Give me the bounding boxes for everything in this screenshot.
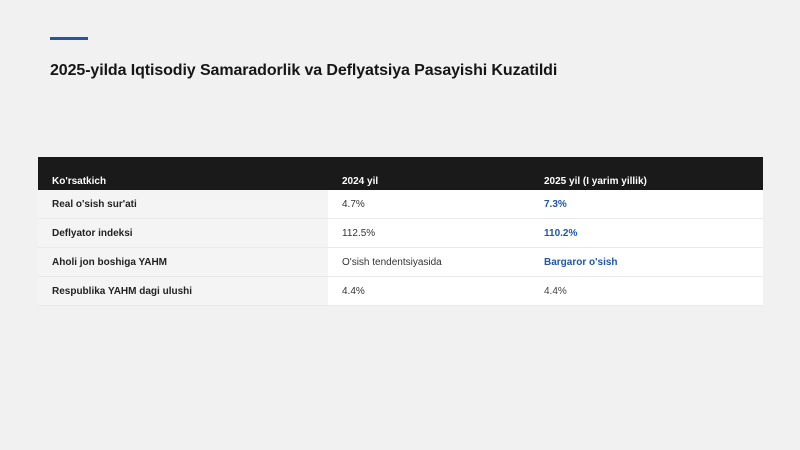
title-accent-bar <box>50 37 88 40</box>
table-body: Real o'sish sur'ati 4.7% 7.3% Deflyator … <box>38 190 763 306</box>
header-2024: 2024 yil <box>342 176 379 187</box>
row-label: Real o'sish sur'ati <box>38 190 328 219</box>
row-label: Deflyator indeksi <box>38 218 328 248</box>
value-2024: 112.5% <box>328 218 528 248</box>
row-label: Aholi jon boshiga YAHM <box>38 247 328 277</box>
value-2024: O'sish tendentsiyasida <box>328 247 528 277</box>
value-2024: 4.4% <box>328 276 528 306</box>
value-2024: 4.7% <box>328 190 528 219</box>
value-2025: 110.2% <box>528 218 763 248</box>
table-row: Real o'sish sur'ati 4.7% 7.3% <box>38 190 763 219</box>
header-2025: 2025 yil (I yarim yillik) <box>544 176 647 187</box>
header-indicator: Ko'rsatkich <box>52 176 107 187</box>
value-2025: 7.3% <box>528 190 763 219</box>
page-title: 2025-yilda Iqtisodiy Samaradorlik va Def… <box>50 62 558 79</box>
table-row: Deflyator indeksi 112.5% 110.2% <box>38 218 763 248</box>
row-label: Respublika YAHM dagi ulushi <box>38 276 328 306</box>
indicators-table: Ko'rsatkich 2024 yil 2025 yil (I yarim y… <box>38 157 763 306</box>
value-2025: Bargaror o'sish <box>528 247 763 277</box>
table-row: Aholi jon boshiga YAHM O'sish tendentsiy… <box>38 247 763 277</box>
table-header: Ko'rsatkich 2024 yil 2025 yil (I yarim y… <box>38 157 763 190</box>
table-row: Respublika YAHM dagi ulushi 4.4% 4.4% <box>38 276 763 306</box>
table-header-row: Ko'rsatkich 2024 yil 2025 yil (I yarim y… <box>38 157 763 190</box>
value-2025: 4.4% <box>528 276 763 306</box>
